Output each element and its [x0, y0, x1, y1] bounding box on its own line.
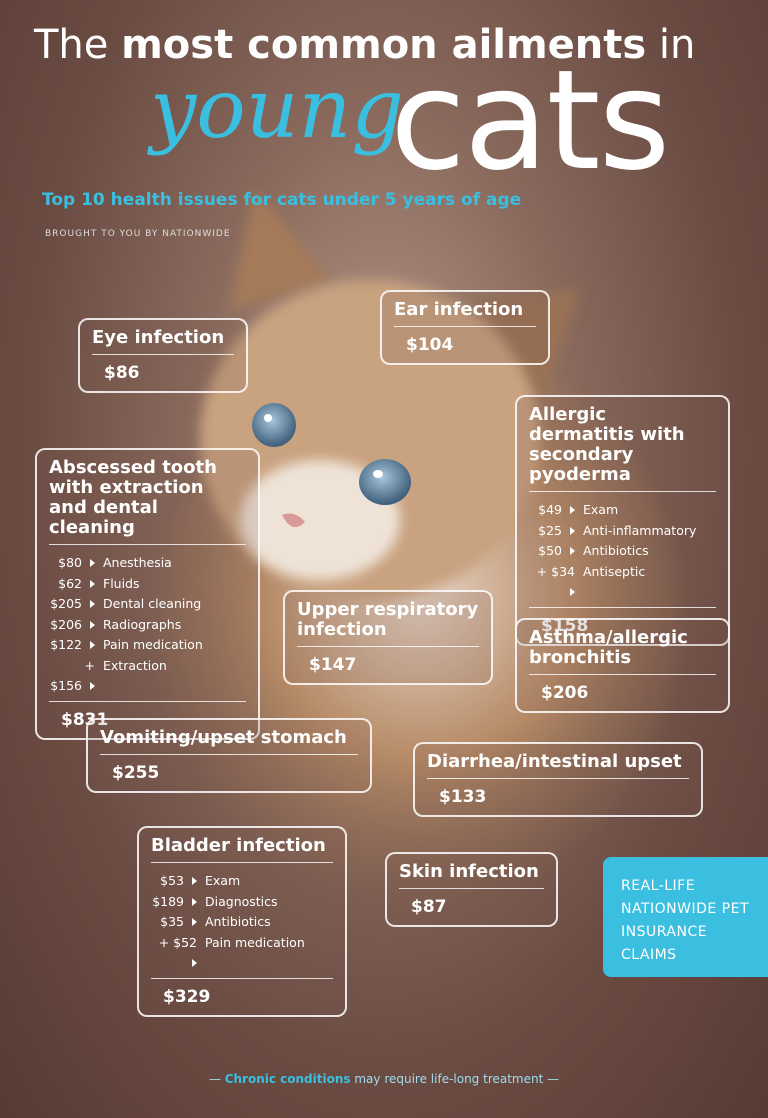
- cost-item: + $52 Pain medication: [151, 933, 333, 974]
- total-cost: $104: [406, 335, 454, 355]
- cost-item: $25 Anti-inflammatory: [529, 521, 716, 542]
- item-label: Antiseptic: [583, 563, 646, 579]
- cost-item: $53 Exam: [151, 871, 333, 892]
- item-label: Pain medication: [205, 934, 305, 950]
- cost-breakdown: $53 Exam $189 Diagnostics $35 Antibiotics + $5…: [151, 871, 333, 979]
- item-cost: $62: [49, 574, 103, 595]
- total-cost: $831: [61, 709, 109, 730]
- total-cost: $158: [541, 615, 589, 636]
- total-cost: $329: [163, 986, 211, 1007]
- ailment-card: Ear infection $104: [380, 290, 550, 365]
- ailment-name: Allergic dermatitis with secondary pyode…: [529, 405, 716, 492]
- cost-item: $50 Antibiotics: [529, 541, 716, 562]
- cost-item: $205 Dental cleaning: [49, 594, 246, 615]
- item-cost: $206: [49, 615, 103, 636]
- ailment-card: Asthma/allergic bronchitis $206: [515, 618, 730, 713]
- ailment-card: Diarrhea/intestinal upset $133: [413, 742, 703, 817]
- item-label: Diagnostics: [205, 893, 278, 909]
- total-cost: $206: [541, 683, 589, 703]
- subtitle: Top 10 health issues for cats under 5 ye…: [42, 190, 522, 210]
- title: The most common ailments in: [34, 22, 696, 68]
- cost-item: $189 Diagnostics: [151, 892, 333, 913]
- total-cost: $147: [309, 655, 357, 675]
- sponsor: BROUGHT TO YOU BY NATIONWIDE: [45, 229, 231, 239]
- item-label: Exam: [205, 873, 241, 888]
- cost-item: $206 Radiographs: [49, 615, 246, 636]
- cost-item: $35 Antibiotics: [151, 912, 333, 933]
- item-cost: + $52: [151, 933, 205, 974]
- badge: REAL-LIFE NATIONWIDE PET INSURANCE CLAIM…: [603, 857, 768, 977]
- item-cost: + $156: [49, 656, 103, 697]
- total-cost: $255: [112, 763, 160, 783]
- item-cost: $189: [151, 892, 205, 913]
- item-cost: + $34: [529, 562, 583, 603]
- cost-item: + $34 Antiseptic: [529, 562, 716, 603]
- ailment-card: Eye infection $86: [78, 318, 248, 393]
- ailment-card: Abscessed tooth with extraction and dent…: [35, 448, 260, 740]
- cost-item: $80 Anesthesia: [49, 553, 246, 574]
- ailment-name: Bladder infection: [151, 836, 333, 863]
- title-script: young: [150, 62, 404, 157]
- ailment-name: Vomiting/upset stomach: [100, 728, 358, 755]
- total-cost: $87: [411, 897, 447, 917]
- ailment-name: Eye infection: [92, 328, 234, 355]
- ailment-name: Skin infection: [399, 862, 544, 889]
- ailment-name: Diarrhea/intestinal upset: [427, 752, 689, 779]
- item-cost: $50: [529, 541, 583, 562]
- ailment-name: Abscessed tooth with extraction and dent…: [49, 458, 246, 545]
- cost-item: $122 Pain medication: [49, 635, 246, 656]
- item-cost: $205: [49, 594, 103, 615]
- cost-item: $62 Fluids: [49, 574, 246, 595]
- item-cost: $49: [529, 500, 583, 521]
- total-cost: $133: [439, 787, 487, 807]
- item-label: Pain medication: [103, 637, 203, 652]
- ailment-card: Allergic dermatitis with secondary pyode…: [515, 395, 730, 646]
- item-label: Antibiotics: [205, 914, 271, 929]
- footer: — Chronic conditions may require life-lo…: [208, 1072, 560, 1086]
- ailment-name: Ear infection: [394, 300, 536, 327]
- ailment-card: Skin infection $87: [385, 852, 558, 927]
- item-label: Exam: [583, 502, 619, 517]
- ailment-card: Bladder infection $53 Exam $189 Diagnostics $…: [137, 826, 347, 1017]
- item-cost: $35: [151, 912, 205, 933]
- item-cost: $80: [49, 553, 103, 574]
- item-label: Extraction: [103, 657, 167, 673]
- item-label: Radiographs: [103, 616, 182, 632]
- item-cost: $25: [529, 521, 583, 542]
- cost-item: $49 Exam: [529, 500, 716, 521]
- item-label: Dental cleaning: [103, 596, 202, 611]
- item-label: Antibiotics: [583, 543, 649, 558]
- ailment-card: Upper respiratory infection $147: [283, 590, 493, 685]
- item-label: Anti-inflammatory: [583, 522, 697, 538]
- ailment-card: Vomiting/upset stomach $255: [86, 718, 372, 793]
- cost-item: + $156 Extraction: [49, 656, 246, 697]
- ailment-name: Upper respiratory infection: [297, 600, 479, 647]
- ailment-name: Asthma/allergic bronchitis: [529, 628, 716, 675]
- item-label: Anesthesia: [103, 555, 172, 570]
- cost-breakdown: $80 Anesthesia $62 Fluids $205 Dental cleanin…: [49, 553, 246, 702]
- item-label: Fluids: [103, 575, 140, 591]
- total-cost: $86: [104, 363, 140, 383]
- title-big: cats: [390, 40, 670, 201]
- item-cost: $122: [49, 635, 103, 656]
- cost-breakdown: $49 Exam $25 Anti-inflammatory $50 Antibiotic…: [529, 500, 716, 608]
- item-cost: $53: [151, 871, 205, 892]
